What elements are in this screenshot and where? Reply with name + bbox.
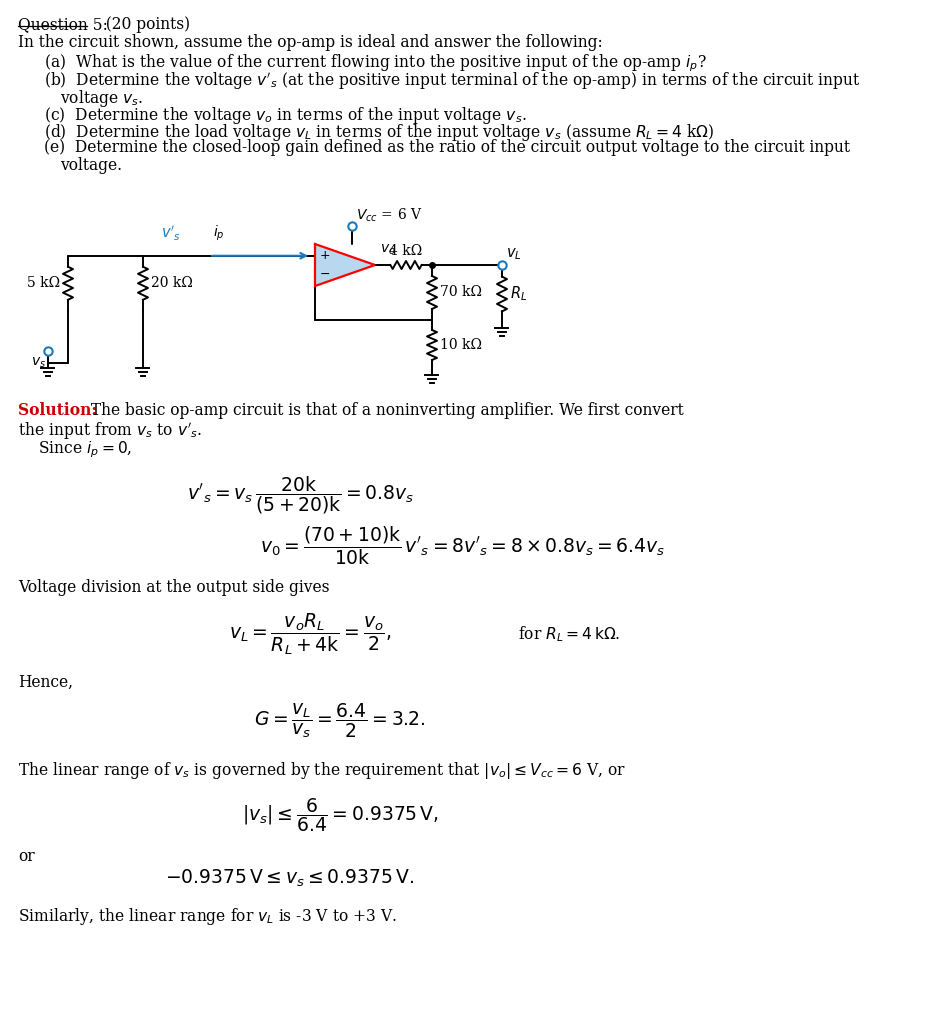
Text: $v_o$: $v_o$	[380, 243, 396, 257]
Text: $v_L$: $v_L$	[506, 247, 521, 262]
Text: 70 kΩ: 70 kΩ	[440, 286, 482, 299]
Text: Since $i_p = 0$,: Since $i_p = 0$,	[38, 439, 133, 460]
Text: voltage $v_s$.: voltage $v_s$.	[60, 88, 143, 109]
Text: 5 kΩ: 5 kΩ	[27, 276, 60, 290]
Text: $v'_s = v_s\,\dfrac{20\mathrm{k}}{(5+20)\mathrm{k}} = 0.8v_s$: $v'_s = v_s\,\dfrac{20\mathrm{k}}{(5+20)…	[186, 474, 413, 516]
Text: or: or	[18, 848, 35, 865]
Text: $v_0 = \dfrac{(70+10)\mathrm{k}}{10\mathrm{k}}\,v'_s = 8v'_s = 8\times 0.8v_s = : $v_0 = \dfrac{(70+10)\mathrm{k}}{10\math…	[260, 524, 665, 567]
Text: 4 kΩ: 4 kΩ	[390, 244, 423, 258]
Text: voltage.: voltage.	[60, 157, 122, 174]
Text: $G = \dfrac{v_L}{v_s} = \dfrac{6.4}{2} = 3.2.$: $G = \dfrac{v_L}{v_s} = \dfrac{6.4}{2} =…	[254, 702, 426, 740]
Text: $v'_s$: $v'_s$	[161, 223, 181, 243]
Text: Similarly, the linear range for $v_L$ is -3 V to +3 V.: Similarly, the linear range for $v_L$ is…	[18, 906, 397, 927]
Text: 20 kΩ: 20 kΩ	[151, 276, 193, 290]
Text: Hence,: Hence,	[18, 674, 73, 691]
Text: +: +	[320, 249, 330, 262]
Text: The basic op-amp circuit is that of a noninverting amplifier. We first convert: The basic op-amp circuit is that of a no…	[86, 402, 684, 419]
Text: the input from $v_s$ to $v'_s$.: the input from $v_s$ to $v'_s$.	[18, 420, 202, 441]
Text: Voltage division at the output side gives: Voltage division at the output side give…	[18, 579, 329, 596]
Text: $i_p$: $i_p$	[214, 223, 225, 243]
Text: Solution:: Solution:	[18, 402, 97, 419]
Text: In the circuit shown, assume the op-amp is ideal and answer the following:: In the circuit shown, assume the op-amp …	[18, 34, 603, 51]
Text: Question 5:: Question 5:	[18, 16, 108, 33]
Polygon shape	[315, 244, 375, 286]
Text: for $R_L = 4\,\mathrm{k}\Omega$.: for $R_L = 4\,\mathrm{k}\Omega$.	[518, 624, 620, 644]
Text: (e)  Determine the closed-loop gain defined as the ratio of the circuit output v: (e) Determine the closed-loop gain defin…	[44, 139, 850, 156]
Text: (c)  Determine the voltage $v_o$ in terms of the input voltage $v_s$.: (c) Determine the voltage $v_o$ in terms…	[44, 105, 527, 126]
Text: $|v_s| \leq \dfrac{6}{6.4} = 0.9375\,\mathrm{V},$: $|v_s| \leq \dfrac{6}{6.4} = 0.9375\,\ma…	[242, 796, 439, 834]
Text: $v_L = \dfrac{v_o R_L}{R_L+4\mathrm{k}} = \dfrac{v_o}{2},$: $v_L = \dfrac{v_o R_L}{R_L+4\mathrm{k}} …	[229, 612, 391, 657]
Text: $R_L$: $R_L$	[510, 285, 527, 303]
Text: −: −	[320, 267, 330, 281]
Text: 10 kΩ: 10 kΩ	[440, 338, 482, 352]
Text: (d)  Determine the load voltage $v_L$ in terms of the input voltage $v_s$ (assum: (d) Determine the load voltage $v_L$ in …	[44, 122, 714, 143]
Text: $v_s$: $v_s$	[31, 356, 46, 371]
Text: (a)  What is the value of the current flowing into the positive input of the op-: (a) What is the value of the current flo…	[44, 52, 707, 74]
Text: $V_{cc}$ = 6 V: $V_{cc}$ = 6 V	[357, 207, 423, 224]
Text: (b)  Determine the voltage $v'_s$ (at the positive input terminal of the op-amp): (b) Determine the voltage $v'_s$ (at the…	[44, 70, 861, 91]
Text: (20 points): (20 points)	[18, 16, 190, 33]
Text: $-0.9375\,\mathrm{V} \leq v_s \leq 0.9375\,\mathrm{V}.$: $-0.9375\,\mathrm{V} \leq v_s \leq 0.937…	[166, 868, 415, 889]
Text: The linear range of $v_s$ is governed by the requirement that $|v_o| \leq V_{cc}: The linear range of $v_s$ is governed by…	[18, 760, 626, 781]
